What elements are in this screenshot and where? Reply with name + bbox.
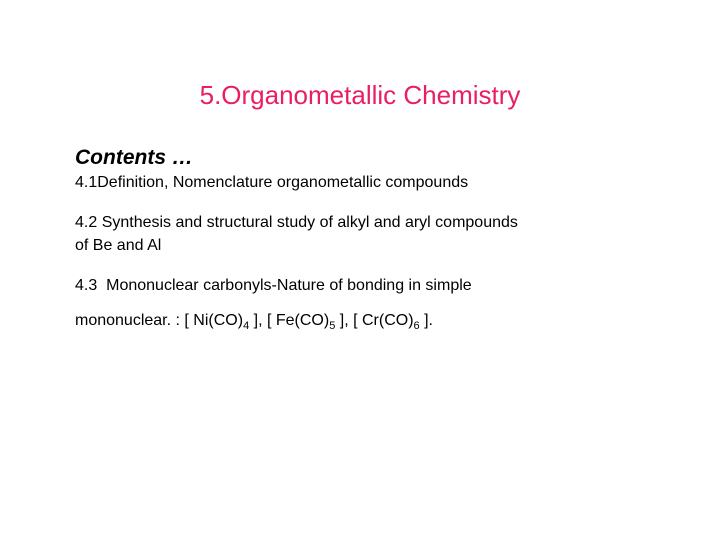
content-item-42b: of Be and Al bbox=[75, 235, 645, 257]
item-41-prefix: 4.1Definition, Nomenclature bbox=[75, 174, 277, 191]
item-41-suffix: organometallic compounds bbox=[277, 174, 468, 191]
formula-text-4: ]. bbox=[420, 312, 433, 329]
content-item-42: 4.2 Synthesis and structural study of al… bbox=[75, 212, 645, 234]
formula-text-3: ], [ Cr(CO) bbox=[335, 312, 413, 329]
content-item-43b: mononuclear. : [ Ni(CO)4 ], [ Fe(CO)5 ],… bbox=[75, 310, 645, 335]
content-item-41: 4.1Definition, Nomenclature organometall… bbox=[75, 172, 645, 194]
formula-text-1: mononuclear. : [ Ni(CO) bbox=[75, 312, 243, 329]
contents-heading: Contents … bbox=[75, 146, 645, 170]
slide-title: 5.Organometallic Chemistry bbox=[75, 80, 645, 111]
formula-text-2: ], [ Fe(CO) bbox=[249, 312, 329, 329]
content-item-43a: 4.3 Mononuclear carbonyls-Nature of bond… bbox=[75, 275, 645, 297]
